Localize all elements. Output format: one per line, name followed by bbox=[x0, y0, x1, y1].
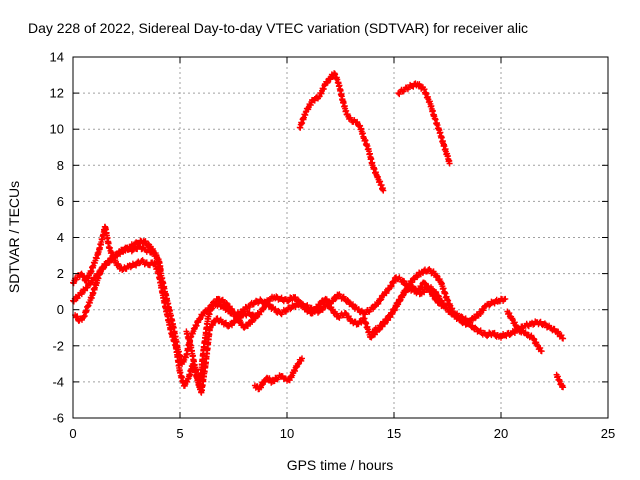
x-axis-label: GPS time / hours bbox=[287, 457, 394, 473]
y-tick-label: 8 bbox=[57, 158, 64, 173]
grid-layer bbox=[73, 57, 608, 418]
series-track-e bbox=[251, 355, 305, 393]
x-tick-label: 15 bbox=[387, 426, 401, 441]
y-tick-label: -6 bbox=[52, 411, 64, 426]
series-track-h bbox=[369, 279, 447, 336]
y-tick-label: 2 bbox=[57, 266, 64, 281]
data-point-markers bbox=[369, 279, 447, 336]
series-track-g bbox=[395, 80, 453, 167]
data-point-markers bbox=[251, 355, 305, 393]
series-track-i bbox=[504, 308, 545, 355]
series-track-c bbox=[72, 243, 164, 324]
data-point-markers bbox=[553, 371, 567, 391]
data-point-markers bbox=[183, 295, 260, 391]
data-point-markers bbox=[395, 80, 453, 167]
series-track-d bbox=[183, 295, 260, 391]
x-tick-label: 25 bbox=[601, 426, 615, 441]
series-track-j bbox=[553, 371, 567, 391]
y-tick-label: 4 bbox=[57, 230, 64, 245]
y-tick-label: -2 bbox=[52, 338, 64, 353]
y-tick-label: 6 bbox=[57, 194, 64, 209]
data-point-markers bbox=[72, 243, 164, 324]
y-tick-label: 12 bbox=[50, 86, 64, 101]
x-tick-label: 5 bbox=[176, 426, 183, 441]
x-tick-label: 0 bbox=[69, 426, 76, 441]
series-track-f bbox=[296, 70, 387, 194]
data-layer bbox=[70, 70, 567, 396]
data-point-markers bbox=[504, 308, 545, 355]
y-tick-label: 0 bbox=[57, 302, 64, 317]
y-tick-label: -4 bbox=[52, 374, 64, 389]
y-tick-label: 14 bbox=[50, 50, 64, 65]
x-tick-label: 10 bbox=[280, 426, 294, 441]
y-tick-label: 10 bbox=[50, 122, 64, 137]
data-point-markers bbox=[296, 70, 387, 194]
chart-title: Day 228 of 2022, Sidereal Day-to-day VTE… bbox=[28, 20, 528, 36]
x-tick-label: 20 bbox=[494, 426, 508, 441]
tick-layer: 0 5 10 15 20 25 -6 -4 -2 0 2 4 6 8 10 12 14 bbox=[50, 50, 616, 442]
y-axis-label: SDTVAR / TECUs bbox=[6, 181, 22, 293]
